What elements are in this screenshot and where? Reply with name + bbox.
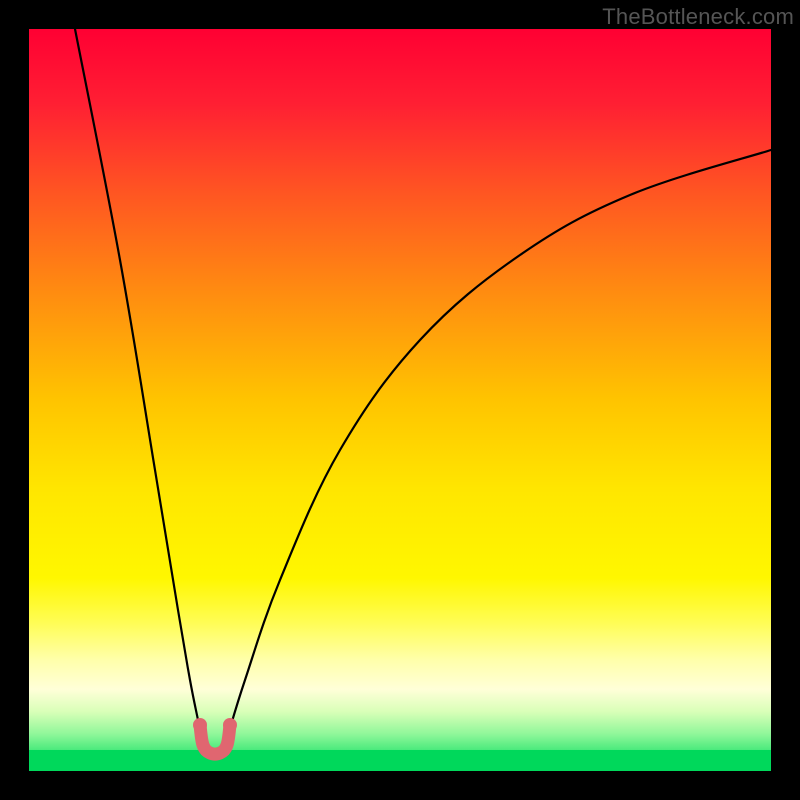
u-marker-endpoint-0	[193, 718, 207, 732]
green-strip	[29, 750, 771, 771]
plot-gradient-background	[29, 29, 771, 771]
chart-container: TheBottleneck.com	[0, 0, 800, 800]
bottleneck-chart	[0, 0, 800, 800]
watermark-text: TheBottleneck.com	[602, 4, 794, 30]
u-marker-endpoint-1	[223, 718, 237, 732]
